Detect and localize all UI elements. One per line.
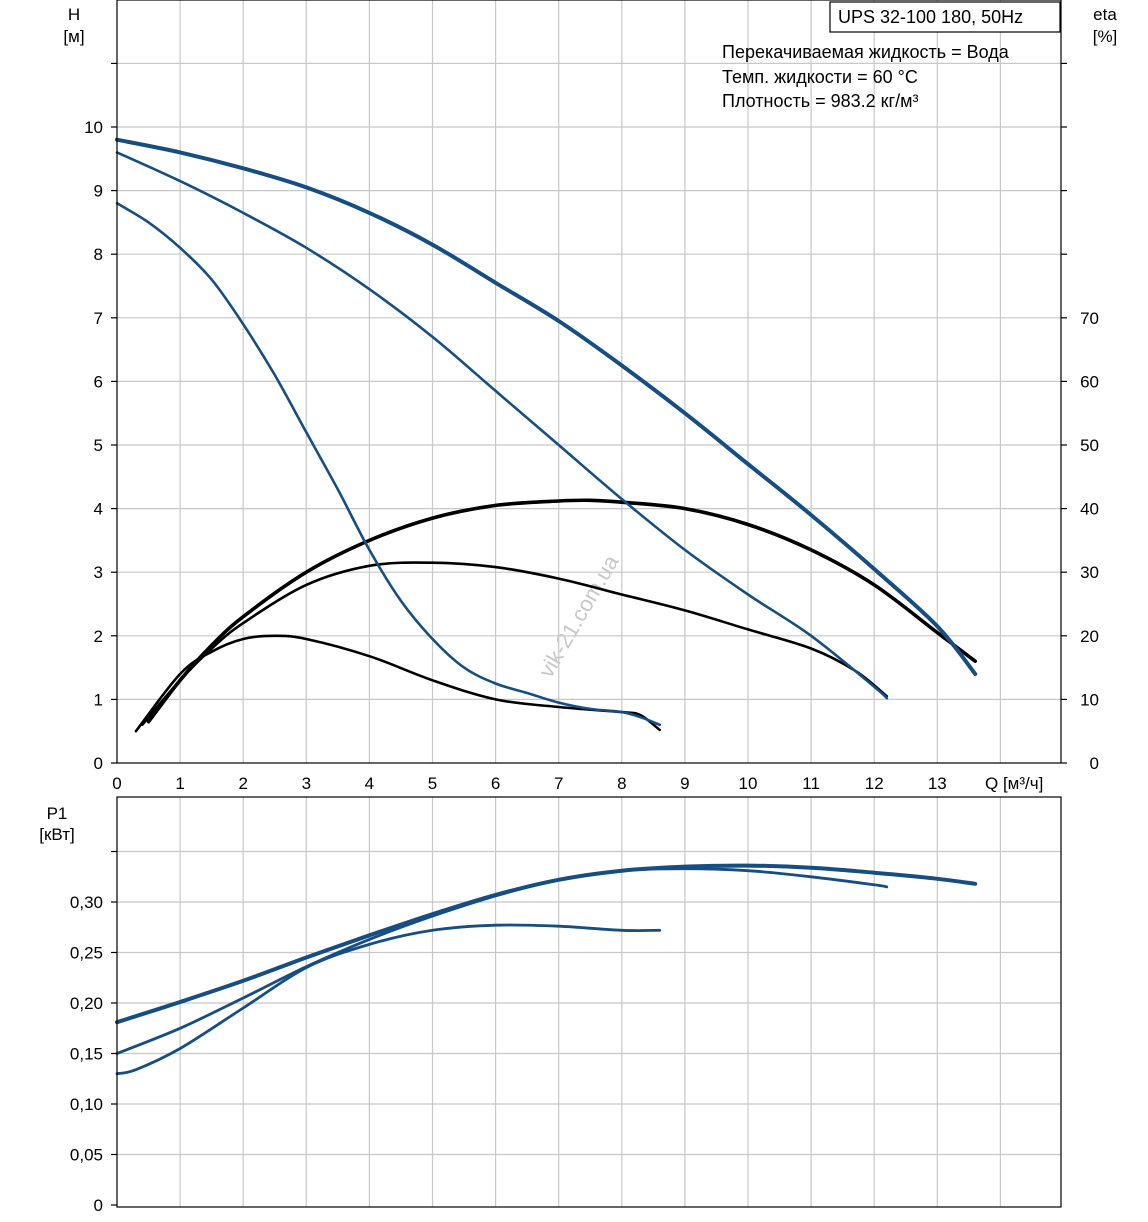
x-tick-label: 0 [112, 774, 121, 793]
watermark-text: vik-21.com.ua [533, 550, 624, 682]
x-tick-label: 11 [802, 774, 820, 793]
x-tick-label: 10 [739, 774, 758, 793]
eta-tick-label: 40 [1080, 500, 1099, 519]
eta-tick-label: 70 [1080, 309, 1099, 328]
x-tick-label: 6 [491, 774, 500, 793]
head-tick-label: 5 [94, 436, 103, 455]
power-curve-speed-1 [115, 923, 662, 1076]
head-curve-speed-3 [115, 137, 978, 676]
head-tick-label: 7 [94, 309, 103, 328]
power-chart-grid [117, 797, 1061, 1207]
head-tick-label: 6 [94, 372, 103, 391]
x-tick-label: 3 [302, 774, 311, 793]
eta-curve-speed-1 [134, 634, 661, 733]
eta-curve-speed-3 [146, 498, 977, 724]
power-tick-label: 0,30 [70, 893, 103, 912]
eta-tick-label: 50 [1080, 436, 1099, 455]
x-tick-label: 5 [428, 774, 437, 793]
x-tick-label: 2 [238, 774, 247, 793]
eta-axis-label-symbol: eta [1093, 5, 1117, 24]
x-tick-label: 8 [617, 774, 626, 793]
model-label: UPS 32-100 180, 50Hz [838, 7, 1023, 27]
power-curve-speed-2 [115, 867, 889, 1055]
eta-tick-label: 0 [1090, 754, 1099, 773]
x-tick-label: 4 [365, 774, 374, 793]
power-chart-ticks: 0 0,05 0,10 0,15 0,20 0,25 0,30 [70, 850, 117, 1215]
x-tick-label: 1 [175, 774, 184, 793]
power-chart-curves [115, 863, 978, 1076]
head-axis-label-symbol: H [68, 5, 80, 24]
head-tick-label: 0 [94, 754, 103, 773]
power-curve-speed-3 [115, 863, 978, 1025]
head-chart-grid [117, 0, 1061, 763]
power-tick-label: 0,10 [70, 1095, 103, 1114]
density-label: Плотность = 983.2 кг/м³ [722, 91, 918, 111]
eta-tick-label: 20 [1080, 627, 1099, 646]
power-tick-label: 0 [94, 1196, 103, 1215]
flow-axis-label: Q [м³/ч] [985, 774, 1043, 793]
eta-tick-label: 60 [1080, 372, 1099, 391]
eta-tick-label: 30 [1080, 563, 1099, 582]
head-tick-label: 4 [94, 500, 103, 519]
power-axis-label-symbol: P1 [47, 804, 68, 823]
x-tick-label: 9 [680, 774, 689, 793]
head-curve-speed-2 [115, 151, 889, 700]
head-tick-label: 9 [94, 182, 103, 201]
power-axis-label-unit: [кВт] [39, 825, 74, 844]
eta-curve-speed-2 [140, 561, 889, 727]
model-box [829, 1, 1061, 33]
x-tick-label: 7 [554, 774, 563, 793]
temperature-label: Темп. жидкости = 60 °C [722, 67, 918, 87]
head-axis-label-unit: [м] [63, 27, 84, 46]
fluid-label: Перекачиваемая жидкость = Вода [722, 42, 1010, 62]
eta-axis-label-unit: [%] [1093, 27, 1118, 46]
head-chart-ticks: 0 1 2 3 4 5 6 7 8 9 10 11 12 130123456789100102030405… [84, 62, 1099, 793]
eta-tick-label: 10 [1080, 690, 1099, 709]
power-tick-label: 0,25 [70, 944, 103, 963]
head-tick-label: 1 [94, 690, 103, 709]
head-curve-speed-1 [115, 202, 661, 727]
head-chart-curves [115, 137, 978, 733]
head-tick-label: 10 [84, 118, 103, 137]
x-tick-label: 12 [865, 774, 884, 793]
power-chart-frame [116, 796, 1062, 1208]
head-tick-label: 8 [94, 245, 103, 264]
power-tick-label: 0,20 [70, 994, 103, 1013]
power-tick-label: 0,05 [70, 1146, 103, 1165]
head-tick-label: 2 [94, 627, 103, 646]
power-tick-label: 0,15 [70, 1045, 103, 1064]
x-tick-label: 13 [928, 774, 947, 793]
head-tick-label: 3 [94, 563, 103, 582]
